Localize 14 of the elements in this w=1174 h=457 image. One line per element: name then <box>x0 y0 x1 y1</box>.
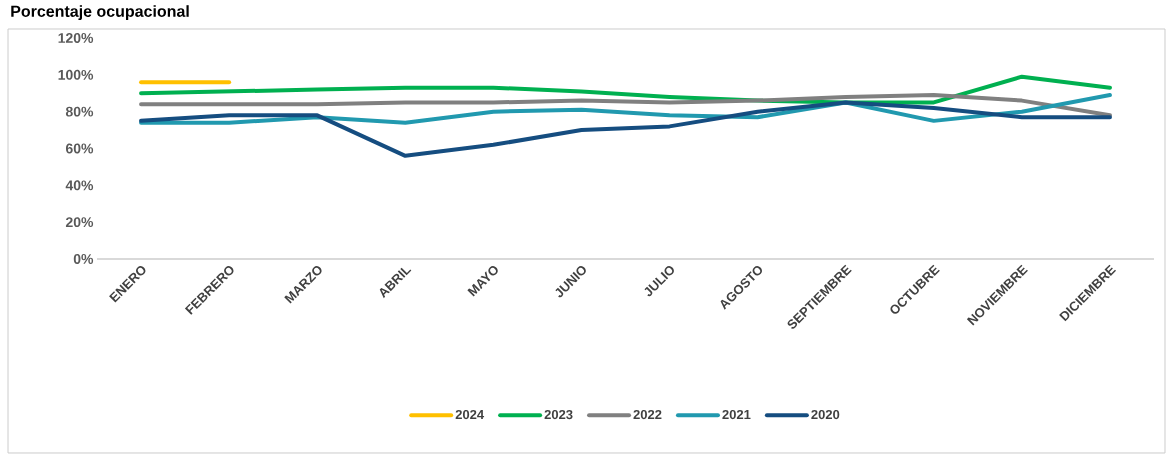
legend-label: 2023 <box>544 409 573 420</box>
chart-title: Porcentaje ocupacional <box>11 5 189 21</box>
legend-label: 2020 <box>811 409 840 420</box>
y-tick-label: 40% <box>65 180 94 191</box>
y-tick-label: 20% <box>65 217 94 228</box>
legend-label: 2024 <box>455 409 485 420</box>
line-series <box>139 100 1112 158</box>
y-tick-label: 80% <box>65 106 94 117</box>
y-tick-label: 100% <box>58 69 94 80</box>
legend-label: 2021 <box>722 409 751 420</box>
y-tick-label: 120% <box>58 33 94 43</box>
legend-label: 2022 <box>633 409 662 420</box>
y-tick-label: 60% <box>65 143 94 154</box>
y-tick-label: 0% <box>73 254 94 264</box>
